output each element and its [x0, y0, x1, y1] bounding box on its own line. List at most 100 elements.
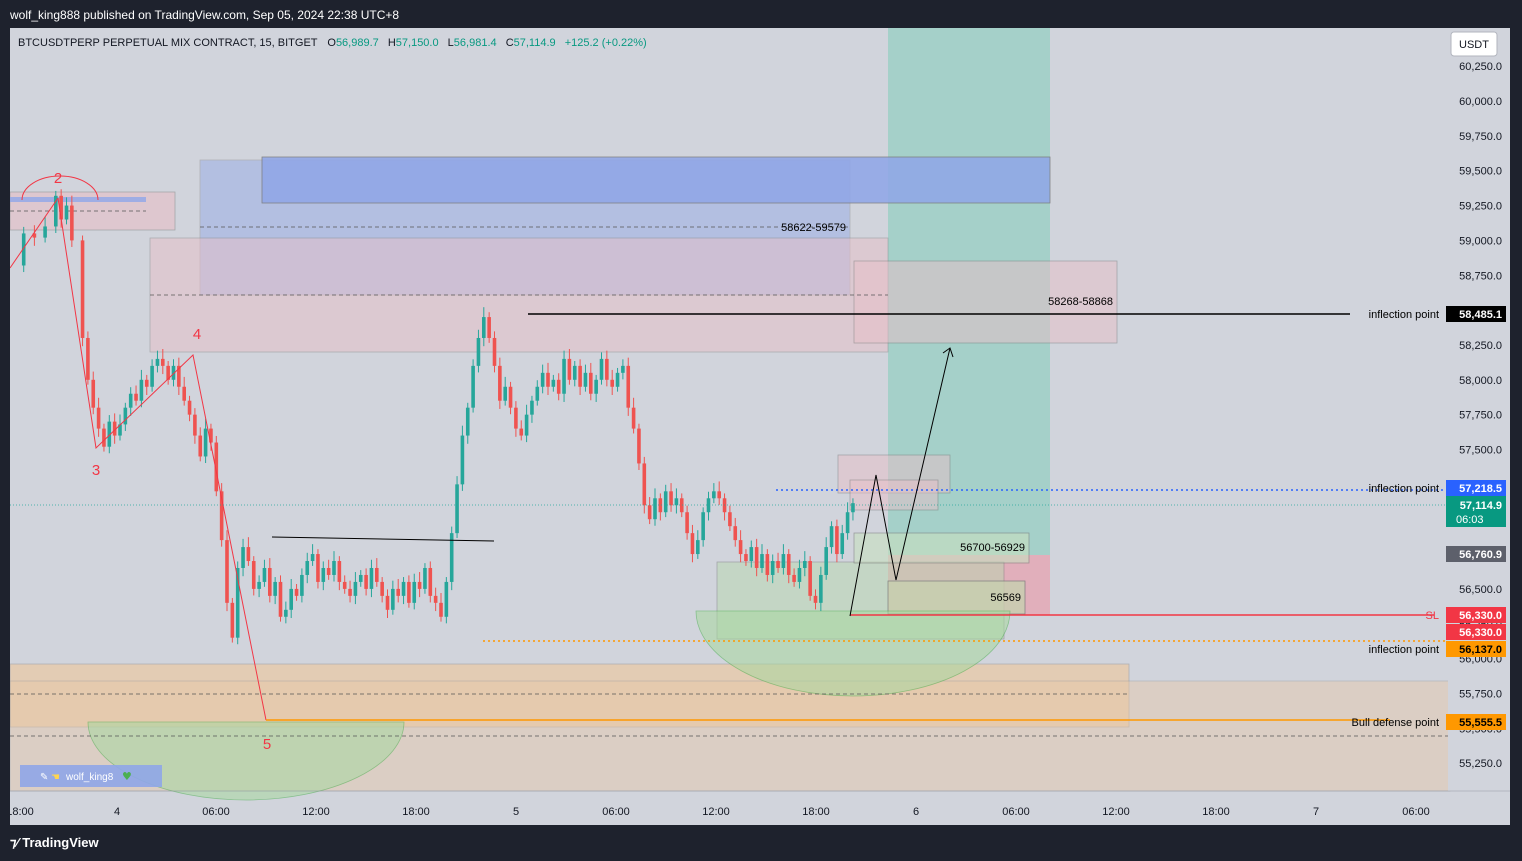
- candle-body: [669, 491, 673, 506]
- candle: [476, 329, 481, 373]
- candle: [696, 530, 700, 559]
- candle: [615, 367, 620, 392]
- candle-body: [241, 547, 245, 568]
- time-axis[interactable]: 18:00 4 06:00 12:00 18:00 5 06:00 12:00 18:00 6 06…: [10, 790, 1510, 818]
- candle-body: [578, 365, 582, 387]
- candle: [690, 524, 695, 563]
- candle: [781, 544, 786, 575]
- low-value: 56,981.4: [454, 37, 497, 49]
- projection-path: [849, 347, 951, 617]
- candle: [203, 418, 208, 464]
- price-tick-label: 58,250.0: [1459, 340, 1502, 352]
- candle-body: [829, 526, 834, 548]
- supply-zone-top: [261, 156, 1051, 204]
- candle: [348, 580, 352, 603]
- candle: [744, 549, 748, 566]
- wave-label-5: 5: [263, 736, 271, 753]
- candle: [572, 360, 577, 387]
- price-chart[interactable]: 234558622-5957958268-5886856700-56929565…: [10, 28, 1510, 825]
- candle: [594, 374, 598, 402]
- candle: [621, 359, 625, 380]
- price-tick-label: 59,250.0: [1459, 201, 1502, 213]
- candle: [321, 561, 326, 591]
- candle: [551, 374, 556, 392]
- candle-body: [332, 561, 336, 575]
- candle: [21, 226, 26, 273]
- price-axis[interactable]: 60,250.0 60,000.0 59,750.0 59,500.0 59,250.0…: [1352, 28, 1510, 791]
- candle-body: [712, 491, 716, 499]
- candle: [803, 551, 807, 577]
- price-tick-label: 59,750.0: [1459, 131, 1502, 143]
- candle-body: [792, 574, 796, 582]
- currency-label: USDT: [1459, 39, 1489, 51]
- candle-body: [401, 581, 406, 596]
- publisher-text: wolf_king888 published on TradingView.co…: [10, 8, 400, 22]
- time-tick-label: 06:00: [1002, 806, 1030, 818]
- resistance-zone-right: [853, 260, 1118, 344]
- candle: [503, 376, 507, 406]
- candle-body: [508, 386, 513, 408]
- candle-body: [765, 554, 770, 575]
- tradingview-logo[interactable]: ⁊⁄ TradingView: [10, 835, 99, 851]
- candle: [332, 551, 336, 582]
- candle-body: [514, 407, 518, 429]
- elliott-wave-line: [57, 197, 267, 721]
- candle: [631, 397, 636, 434]
- candle: [64, 197, 69, 225]
- candle: [792, 568, 796, 587]
- candle-body: [465, 407, 470, 436]
- candle-body: [824, 547, 828, 575]
- candle-body: [123, 407, 128, 425]
- wave-lead-in: [10, 197, 59, 269]
- candle-body: [471, 365, 475, 408]
- candle-body: [696, 540, 700, 555]
- candle-body: [300, 574, 304, 596]
- candle: [262, 559, 267, 587]
- candle: [433, 587, 438, 612]
- candle-body: [524, 414, 529, 436]
- projection-arrowhead: [942, 347, 954, 358]
- watermark-text: wolf_king8: [65, 772, 114, 783]
- candle: [353, 572, 358, 605]
- candle-body: [658, 498, 663, 513]
- candle: [364, 568, 368, 596]
- candle-body: [150, 365, 154, 387]
- candle-body: [193, 414, 197, 436]
- time-tick-label: 12:00: [702, 806, 730, 818]
- candle-body: [107, 421, 112, 447]
- candle-body: [797, 567, 802, 582]
- candles-layer: [21, 189, 855, 645]
- candle: [546, 362, 550, 395]
- candle: [80, 235, 85, 347]
- candle: [316, 549, 320, 589]
- candle-body: [487, 317, 491, 338]
- price-tick-label: 58,000.0: [1459, 375, 1502, 387]
- candle: [161, 348, 165, 375]
- candle: [599, 352, 604, 385]
- candle: [487, 312, 491, 343]
- price-tick-label: 59,000.0: [1459, 235, 1502, 247]
- candle: [492, 331, 497, 373]
- price-tag: [1446, 306, 1506, 322]
- candle: [471, 359, 475, 413]
- candle-body: [835, 526, 839, 555]
- candle: [369, 559, 374, 598]
- price-tag: [1446, 607, 1506, 623]
- chart-frame[interactable]: 2 3 4 5 58622-59579 58268-58868 56700-56929 565…: [10, 28, 1510, 825]
- candle: [305, 552, 310, 584]
- candle: [401, 577, 406, 605]
- candle-body: [353, 581, 358, 596]
- candle-body: [203, 428, 208, 457]
- candle: [396, 579, 400, 603]
- candle-body: [701, 512, 705, 541]
- time-tick-label: 12:00: [302, 806, 330, 818]
- currency-button[interactable]: USDT: [1450, 31, 1498, 57]
- time-tick-label: 18:00: [10, 806, 34, 818]
- candle-body: [717, 491, 721, 499]
- candle-body: [733, 526, 738, 541]
- candle: [230, 597, 235, 643]
- candle: [107, 415, 112, 454]
- candle-body: [583, 372, 588, 387]
- candle: [578, 359, 582, 395]
- price-tick-label: 58,750.0: [1459, 270, 1502, 282]
